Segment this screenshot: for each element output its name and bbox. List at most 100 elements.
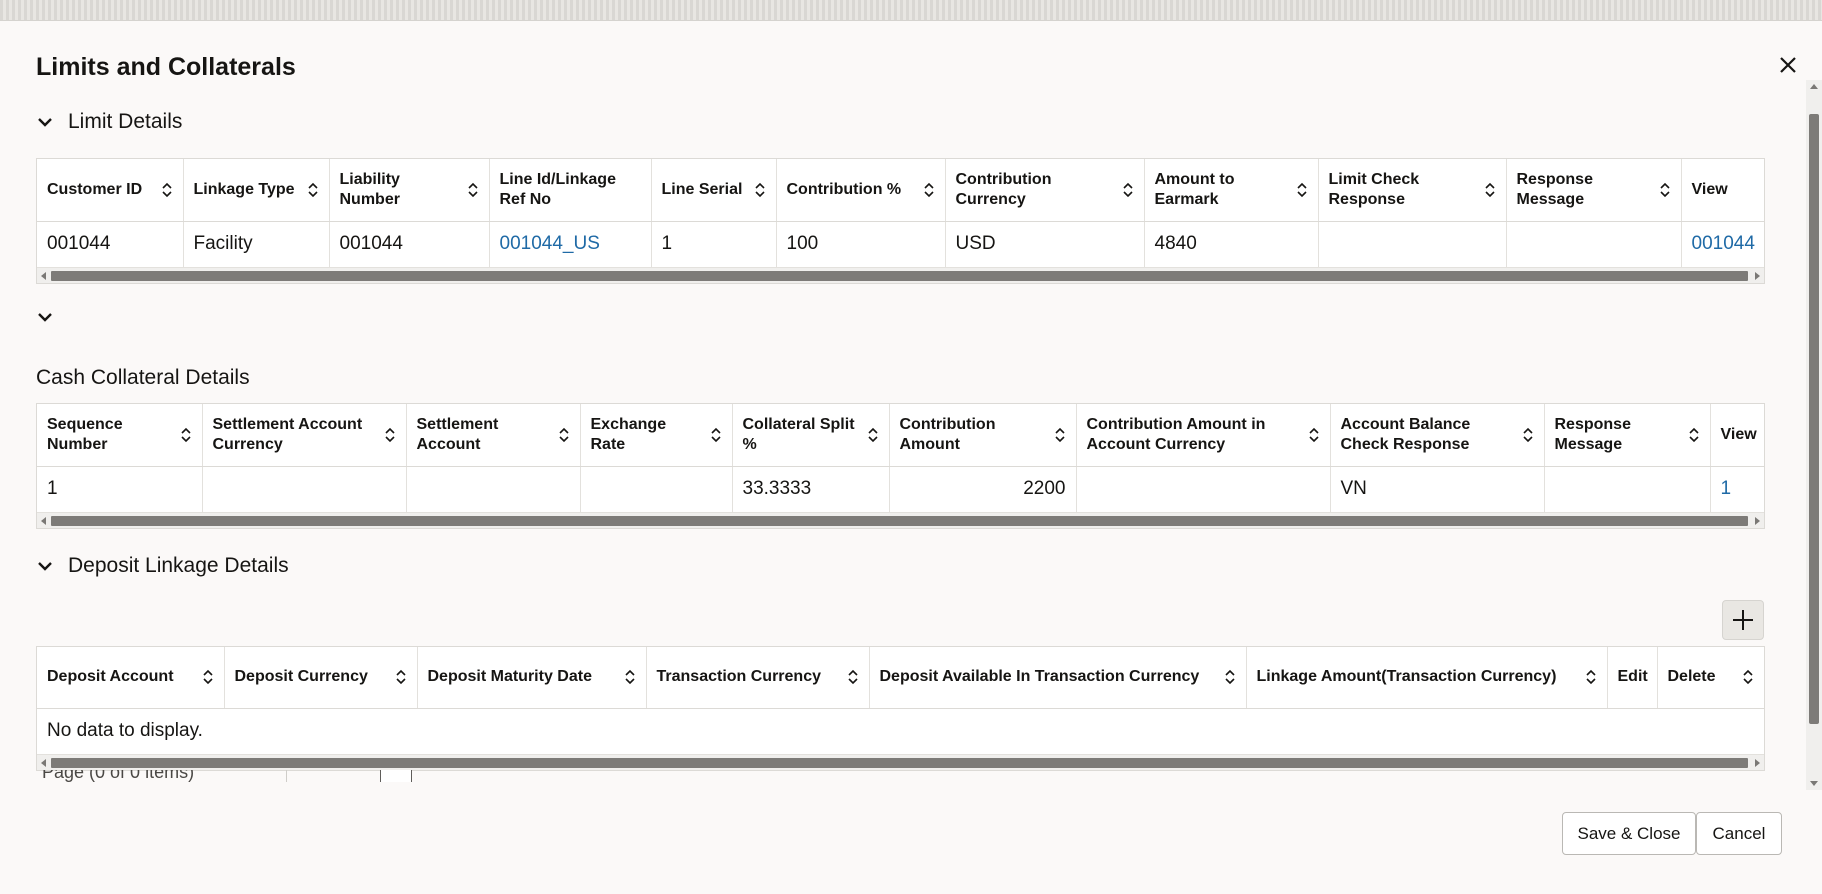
sort-icon xyxy=(1296,182,1307,197)
sort-icon xyxy=(923,182,934,197)
sort-icon xyxy=(467,182,478,197)
col-header[interactable]: Transaction Currency xyxy=(646,647,870,709)
sort-icon xyxy=(624,670,635,685)
scroll-up-icon[interactable] xyxy=(1810,84,1818,89)
limit-details-title: Limit Details xyxy=(68,110,183,133)
col-header[interactable]: Edit xyxy=(1607,647,1658,709)
sort-icon xyxy=(867,427,878,442)
view-link[interactable]: 001044 xyxy=(1681,221,1764,267)
cash-collateral-table: Sequence Number Settlement Account Curre… xyxy=(36,403,1765,529)
sort-icon xyxy=(1659,182,1670,197)
paging-text: Page (0 of 0 items) xyxy=(42,770,195,782)
sort-icon xyxy=(1742,670,1753,685)
col-header[interactable]: View xyxy=(1681,159,1764,222)
cancel-button[interactable]: Cancel xyxy=(1696,812,1782,855)
dialog-title: Limits and Collaterals xyxy=(36,53,296,81)
col-header[interactable]: Sequence Number xyxy=(37,404,203,467)
scroll-right-icon xyxy=(1755,759,1760,767)
scroll-left-icon xyxy=(41,517,46,525)
sort-icon xyxy=(1484,182,1495,197)
save-close-button[interactable]: Save & Close xyxy=(1562,812,1696,855)
sort-icon xyxy=(1585,670,1596,685)
deposit-linkage-title: Deposit Linkage Details xyxy=(68,554,289,577)
col-header[interactable]: Delete xyxy=(1657,647,1764,709)
line-id-link[interactable]: 001044_US xyxy=(489,221,652,267)
col-header[interactable]: Deposit Currency xyxy=(224,647,418,709)
collateral-toggle[interactable] xyxy=(36,308,54,326)
col-header[interactable]: Settlement Account Currency xyxy=(202,404,407,467)
col-header[interactable]: Line Id/Linkage Ref No xyxy=(489,159,652,222)
sort-icon xyxy=(202,670,213,685)
col-header[interactable]: Liability Number xyxy=(329,159,490,222)
cell-sequence-number: 1 xyxy=(37,466,203,512)
deposit-linkage-toggle[interactable]: Deposit Linkage Details xyxy=(36,554,289,578)
col-header[interactable]: Response Message xyxy=(1544,404,1711,467)
col-header[interactable]: Account Balance Check Response xyxy=(1330,404,1545,467)
col-header[interactable]: Exchange Rate xyxy=(580,404,733,467)
col-header[interactable]: Deposit Account xyxy=(37,647,225,709)
page-number-input[interactable] xyxy=(380,770,412,782)
scroll-left-icon xyxy=(41,272,46,280)
cash-collateral-title: Cash Collateral Details xyxy=(36,366,250,389)
sort-icon xyxy=(754,182,765,197)
cell-exchange-rate xyxy=(580,466,733,512)
cell-contribution-currency: USD xyxy=(945,221,1145,267)
sort-icon xyxy=(1308,427,1319,442)
sort-icon xyxy=(1224,670,1235,685)
col-header[interactable]: Settlement Account xyxy=(406,404,581,467)
cell-response-message xyxy=(1506,221,1682,267)
horizontal-scrollbar[interactable] xyxy=(37,512,1764,528)
col-header[interactable]: Contribution Currency xyxy=(945,159,1145,222)
paging-divider xyxy=(286,770,287,782)
col-header[interactable]: Contribution % xyxy=(776,159,946,222)
cell-response-message xyxy=(1544,466,1711,512)
close-icon xyxy=(1780,57,1796,73)
scroll-left-icon xyxy=(41,759,46,767)
cell-contribution-amount-acct-ccy xyxy=(1076,466,1331,512)
cell-settlement-account-currency xyxy=(202,466,407,512)
cell-liability-number: 001044 xyxy=(329,221,490,267)
close-button[interactable] xyxy=(1772,49,1804,81)
scroll-right-icon xyxy=(1755,517,1760,525)
col-header[interactable]: Deposit Maturity Date xyxy=(417,647,647,709)
cell-collateral-split: 33.3333 xyxy=(732,466,890,512)
col-header[interactable]: View xyxy=(1710,404,1764,467)
col-header[interactable]: Linkage Type xyxy=(183,159,330,222)
horizontal-scrollbar[interactable] xyxy=(37,754,1764,770)
col-header[interactable]: Line Serial xyxy=(651,159,777,222)
col-header[interactable]: Contribution Amount xyxy=(889,404,1077,467)
cell-balance-check-response: VN xyxy=(1330,466,1545,512)
sort-icon xyxy=(180,427,191,442)
col-header[interactable]: Deposit Available In Transaction Currenc… xyxy=(869,647,1247,709)
scroll-thumb xyxy=(51,516,1748,526)
col-header[interactable]: Linkage Amount(Transaction Currency) xyxy=(1246,647,1608,709)
pagination-bar: Page (0 of 0 items) xyxy=(36,770,736,782)
scroll-thumb xyxy=(51,271,1748,281)
col-header[interactable]: Response Message xyxy=(1506,159,1682,222)
limit-details-toggle[interactable]: Limit Details xyxy=(36,110,182,134)
vertical-scrollbar[interactable] xyxy=(1806,80,1822,790)
table-row[interactable]: 001044 Facility 001044 001044_US 1 100 U… xyxy=(37,221,1764,267)
sort-icon xyxy=(1522,427,1533,442)
cell-limit-check-response xyxy=(1318,221,1507,267)
scroll-right-icon xyxy=(1755,272,1760,280)
cell-contribution-amount: 2200 xyxy=(889,466,1077,512)
table-row[interactable]: 1 33.3333 2200 VN 1 xyxy=(37,466,1764,512)
col-header[interactable]: Amount to Earmark xyxy=(1144,159,1319,222)
chevron-down-icon xyxy=(38,313,52,322)
col-header[interactable]: Limit Check Response xyxy=(1318,159,1507,222)
scroll-thumb[interactable] xyxy=(1809,114,1819,724)
sort-icon xyxy=(307,182,318,197)
scroll-thumb xyxy=(51,758,1748,768)
cell-amount-to-earmark: 4840 xyxy=(1144,221,1319,267)
sort-icon xyxy=(710,427,721,442)
col-header[interactable]: Contribution Amount in Account Currency xyxy=(1076,404,1331,467)
horizontal-scrollbar[interactable] xyxy=(37,267,1764,283)
add-row-button[interactable] xyxy=(1722,600,1764,640)
col-header[interactable]: Collateral Split % xyxy=(732,404,890,467)
col-header[interactable]: Customer ID xyxy=(37,159,184,222)
chevron-down-icon xyxy=(38,562,52,571)
scroll-down-icon[interactable] xyxy=(1810,781,1818,786)
cell-linkage-type: Facility xyxy=(183,221,330,267)
view-link[interactable]: 1 xyxy=(1710,466,1764,512)
